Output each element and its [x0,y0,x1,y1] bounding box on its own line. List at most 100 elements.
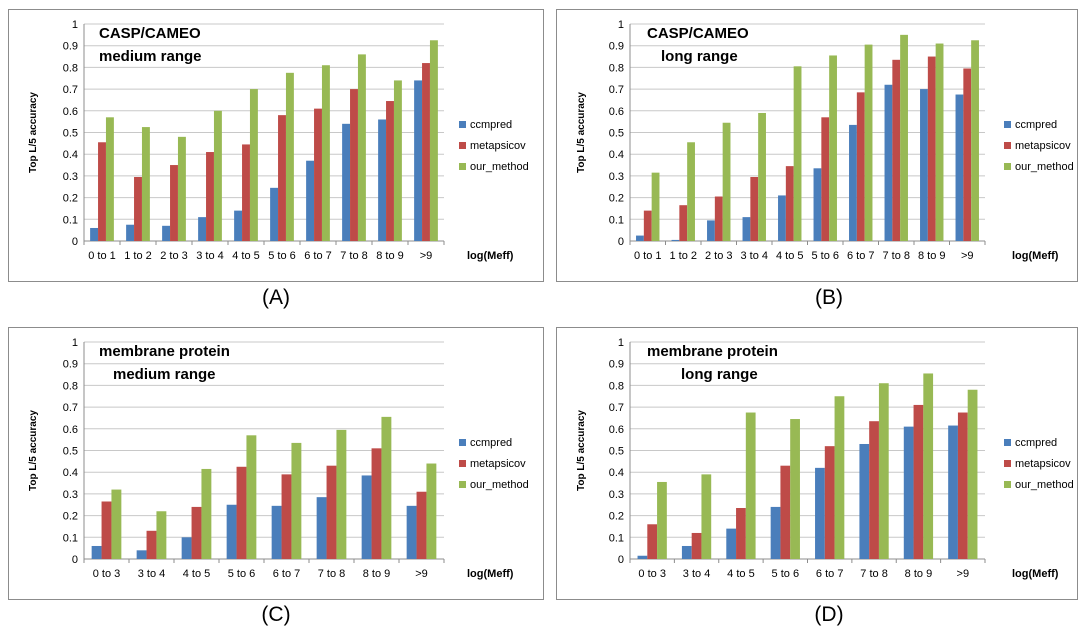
y-tick-label: 0.5 [609,128,624,140]
bar-our_method [793,66,802,241]
bar-our_method [878,383,889,559]
bar-ccmpred [342,123,351,241]
bar-metapsicov [824,446,835,559]
bar-ccmpred [414,80,423,241]
y-tick-label: 0.1 [609,532,624,544]
chart-panel-a: 0 0.1 0.2 0.3 0.4 0.5 0.6 0.7 0.8 0.9 1 0 to 1 1 to … [8,9,544,282]
x-axis-label: log(Meff) [1012,250,1059,262]
bar-ccmpred [90,227,99,241]
bar-our_method [177,136,186,241]
x-tick-label: 8 to 9 [905,568,933,580]
bar-our_method [429,40,438,242]
x-tick-label: 8 to 9 [376,250,404,262]
bar-our_method [745,412,756,559]
bar-our_method [381,416,392,559]
y-tick-label: 1 [72,19,78,31]
bar-metapsicov [278,115,286,241]
bar-ccmpred [181,537,192,559]
x-tick-label: 6 to 7 [847,250,875,262]
chart-annotation: membrane protein [99,343,230,360]
bar-metapsicov [350,89,358,241]
bar-our_method [321,65,330,241]
y-tick-label: 1 [618,19,624,31]
bar-ccmpred [91,545,102,559]
x-tick-label: 2 to 3 [160,250,188,262]
bar-our_method [246,435,257,559]
y-tick-label: 0.5 [63,446,78,458]
x-tick-label: 6 to 7 [273,568,301,580]
y-tick-label: 0.6 [609,106,624,118]
legend-swatch-our_method [459,481,466,488]
bar-our_method [426,463,437,559]
legend-label-metapsicov: metapsicov [1015,140,1071,152]
legend-label-ccmpred: ccmpred [470,437,512,449]
bar-metapsicov [691,532,702,559]
bar-metapsicov [134,176,142,241]
bar-ccmpred [671,239,680,241]
legend-swatch-ccmpred [1004,439,1011,446]
bar-metapsicov [242,144,250,241]
y-tick-label: 0.3 [609,171,624,183]
bar-our_method [923,373,934,559]
bar-our_method [967,389,978,559]
bar-ccmpred [162,225,171,241]
bar-our_method [291,442,302,559]
x-axis-label: log(Meff) [1012,568,1059,580]
y-tick-label: 0.7 [63,84,78,96]
bar-ccmpred [920,89,928,241]
y-tick-label: 0.2 [609,193,624,205]
bar-metapsicov [191,506,202,559]
bar-metapsicov [281,474,292,559]
legend-label-ccmpred: ccmpred [1015,119,1057,131]
bar-metapsicov [170,165,178,241]
chart-panel-c: 0 0.1 0.2 0.3 0.4 0.5 0.6 0.7 0.8 0.9 1 0 to 3 3 to … [8,327,544,600]
bar-ccmpred [406,505,417,559]
legend-swatch-metapsicov [459,460,466,467]
x-tick-label: >9 [420,250,433,262]
legend-label-metapsicov: metapsicov [1015,458,1071,470]
chart-annotation: long range [681,366,758,383]
chart-annotation: medium range [113,366,216,383]
y-tick-label: 0 [72,554,78,566]
bar-metapsicov [892,59,901,242]
y-tick-label: 0.6 [63,106,78,118]
y-tick-label: 0.7 [609,402,624,414]
x-tick-label: 4 to 5 [727,568,755,580]
bar-ccmpred [306,160,315,241]
y-tick-label: 0.4 [63,149,78,161]
bar-metapsicov [371,448,382,559]
x-tick-label: 1 to 2 [124,250,152,262]
bar-our_method [201,468,212,559]
bar-ccmpred [778,195,786,241]
legend-swatch-our_method [1004,163,1011,170]
bar-our_method [829,55,837,242]
bar-our_method [651,172,660,241]
legend-swatch-ccmpred [459,121,466,128]
bar-our_method [864,44,873,241]
y-tick-label: 0.8 [63,62,78,74]
y-axis-label: Top L/5 accuracy [28,92,39,173]
bar-metapsicov [236,466,247,559]
chart-annotation: long range [661,48,738,65]
x-tick-label: >9 [961,250,974,262]
x-tick-label: 4 to 5 [776,250,804,262]
bar-our_method [156,511,167,559]
bar-ccmpred [742,217,751,241]
legend-label-ccmpred: ccmpred [470,119,512,131]
y-tick-label: 0.3 [63,171,78,183]
bar-ccmpred [948,425,958,559]
y-tick-label: 0.6 [63,424,78,436]
y-tick-label: 0.1 [63,214,78,226]
y-tick-label: 0 [618,236,624,248]
bar-ccmpred [378,119,387,241]
chart-a-svg: 0 0.1 0.2 0.3 0.4 0.5 0.6 0.7 0.8 0.9 1 0 to 1 1 to … [28,19,529,262]
bar-metapsicov [206,152,214,241]
bar-our_method [357,54,366,241]
bar-metapsicov [326,465,337,559]
y-tick-label: 0.7 [63,402,78,414]
bar-ccmpred [234,210,243,241]
bar-metapsicov [643,210,652,241]
x-tick-label: 8 to 9 [363,568,391,580]
bar-metapsicov [422,63,430,242]
bar-our_method [657,481,667,559]
